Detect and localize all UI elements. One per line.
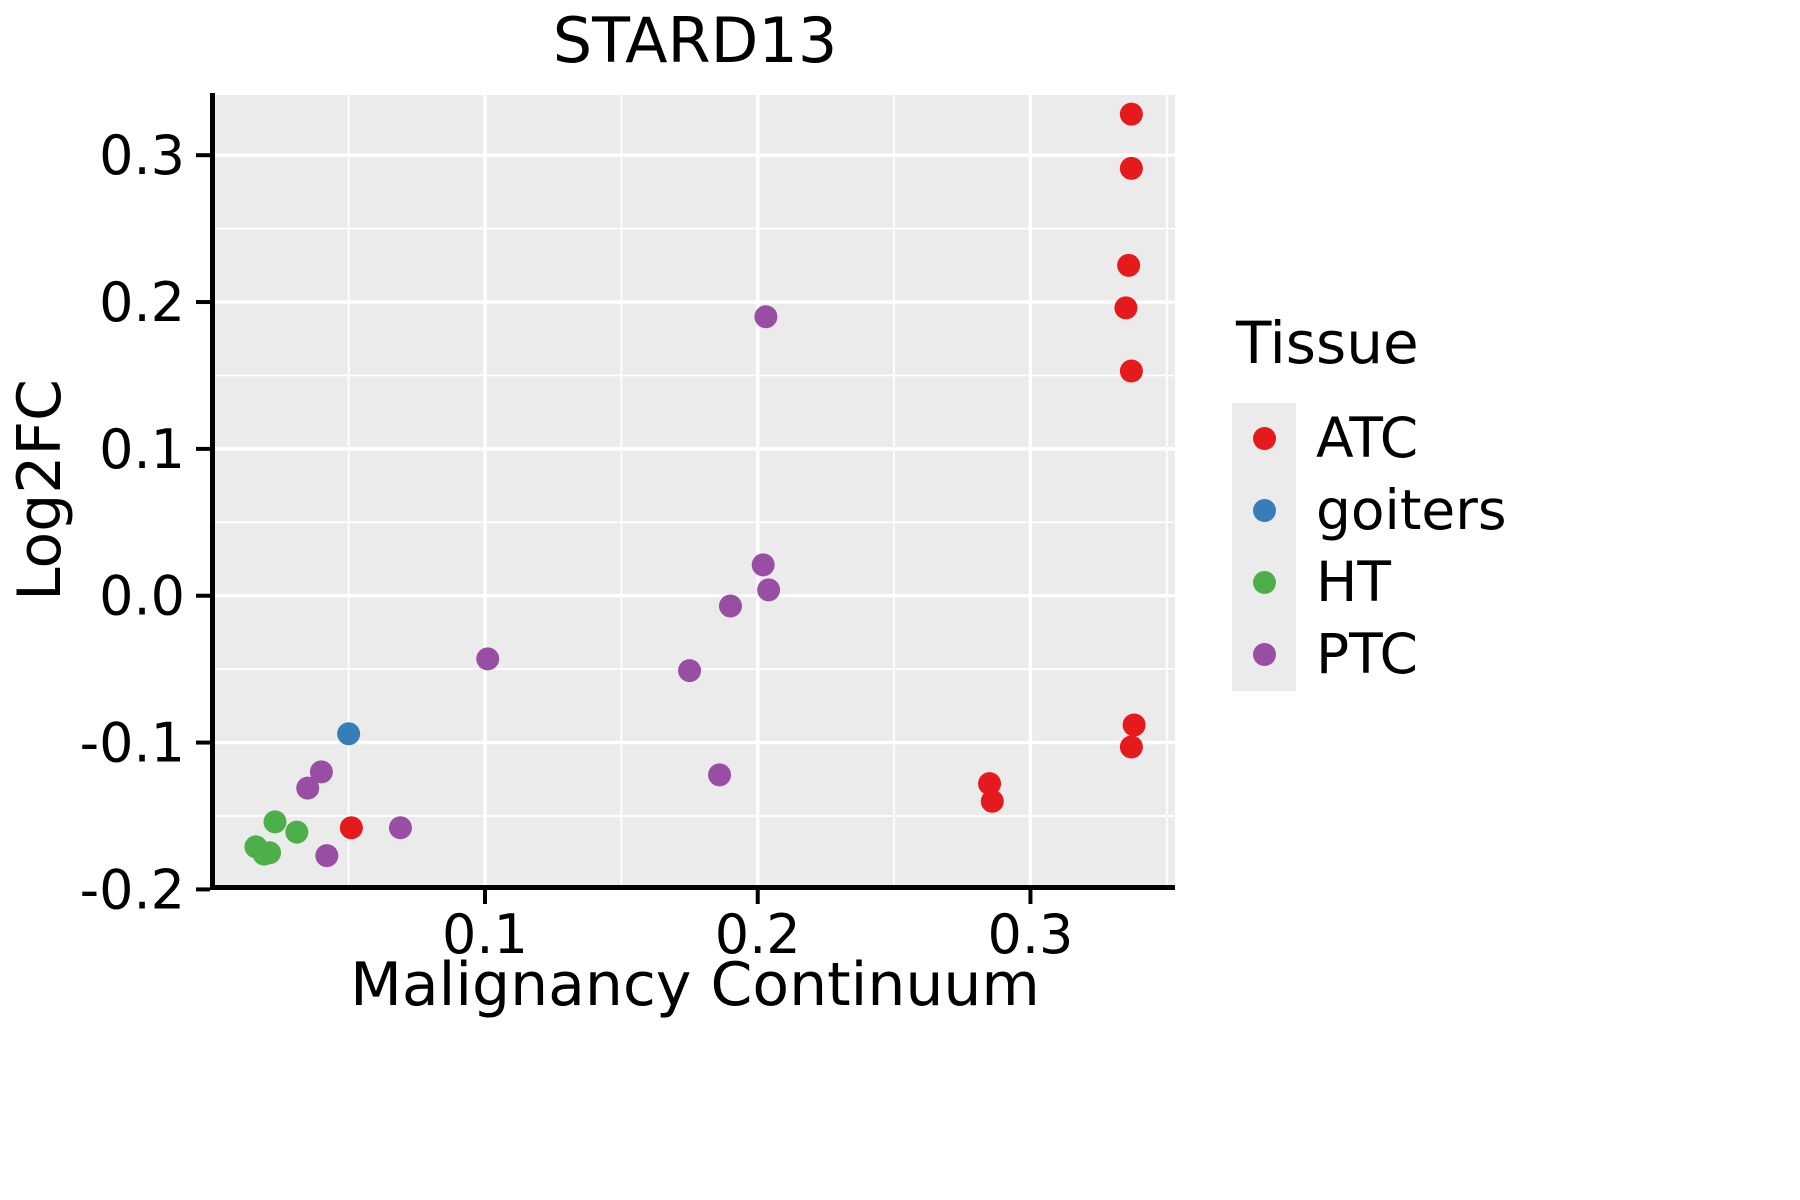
data-point-ht (258, 841, 282, 865)
legend-title: Tissue (1236, 309, 1419, 377)
data-point-ptc (708, 763, 732, 787)
data-point-goiters (337, 722, 361, 746)
data-point-atc (1114, 296, 1138, 320)
x-tick-label: 0.3 (988, 903, 1074, 966)
data-point-ptc (309, 760, 333, 784)
y-tick-label: 0.0 (99, 565, 185, 628)
panel-background (215, 95, 1175, 885)
legend-swatch-ptc (1252, 643, 1276, 667)
legend-label-ptc: PTC (1316, 622, 1418, 687)
legend-key (1232, 402, 1296, 475)
x-tick-label: 0.2 (715, 903, 801, 966)
data-point-ptc (754, 305, 778, 329)
legend-key (1232, 618, 1296, 691)
data-point-atc (1119, 102, 1143, 126)
legend-swatch-atc (1252, 427, 1276, 451)
y-tick-label: -0.1 (80, 712, 185, 775)
chart-title: STARD13 (553, 4, 838, 77)
data-point-ptc (718, 594, 742, 618)
legend-item-ptc: PTC (1232, 618, 1507, 691)
legend-label-atc: ATC (1316, 406, 1419, 471)
data-point-atc (1119, 359, 1143, 383)
data-point-atc (978, 772, 1002, 796)
plot-panel: 0.1 0.2 0.3 -0.2 -0.1 0.0 0.1 0.2 0.3 (80, 93, 1175, 966)
legend-key (1232, 546, 1296, 619)
data-point-ptc (751, 553, 775, 577)
legend-swatch-ht (1252, 571, 1276, 595)
x-axis-label: Malignancy Continuum (350, 950, 1040, 1020)
data-point-atc (1119, 735, 1143, 759)
legend-label-goiters: goiters (1316, 478, 1507, 543)
data-point-ptc (678, 659, 702, 683)
legend-key (1232, 474, 1296, 547)
data-point-ptc (476, 647, 500, 671)
data-point-ht (285, 820, 309, 844)
data-point-ht (263, 810, 287, 834)
data-point-atc (339, 816, 363, 840)
data-point-atc (1117, 253, 1141, 277)
legend-label-ht: HT (1316, 550, 1391, 615)
data-point-atc (1119, 156, 1143, 180)
data-point-atc (1122, 713, 1146, 737)
legend: Tissue ATC goiters HT PTC (1232, 310, 1507, 691)
x-tick-label: 0.1 (442, 903, 528, 966)
legend-swatch-goiters (1252, 499, 1276, 523)
y-tick-label: 0.3 (99, 124, 185, 187)
y-axis-label: Log2FC (5, 379, 75, 601)
legend-item-ht: HT (1232, 546, 1507, 619)
data-point-ptc (757, 578, 781, 602)
y-tick-label: 0.1 (99, 418, 185, 481)
data-point-atc (980, 789, 1004, 813)
data-point-ptc (296, 776, 320, 800)
data-point-ptc (315, 844, 339, 868)
y-tick-label: -0.2 (80, 858, 185, 921)
legend-item-atc: ATC (1232, 402, 1507, 475)
data-point-ptc (388, 816, 412, 840)
legend-item-goiters: goiters (1232, 474, 1507, 547)
y-tick-label: 0.2 (99, 271, 185, 334)
